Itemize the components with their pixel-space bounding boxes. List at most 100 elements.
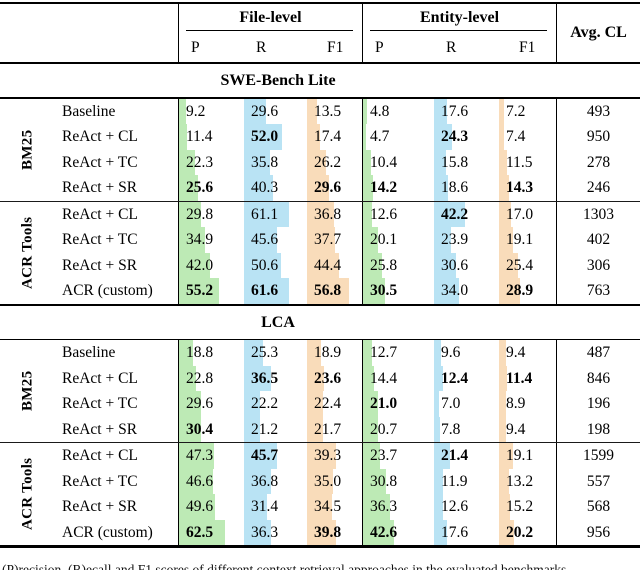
row-label: ACR (custom) <box>62 523 153 541</box>
metric-value: 34.0 <box>441 282 469 300</box>
metric-value: 42.2 <box>441 205 469 223</box>
column-group-entity-level: Entity-level <box>362 4 556 33</box>
value-bar <box>179 98 186 125</box>
value-bar <box>244 340 263 366</box>
value-bar <box>244 519 271 546</box>
metric-cell: 20.7 <box>362 416 434 443</box>
group-label: BM25 <box>19 129 36 170</box>
metric-cell: 9.6 <box>434 340 499 366</box>
row-label: ReAct + TC <box>62 231 138 249</box>
metric-cell: 29.6 <box>178 391 244 417</box>
value-bar <box>363 175 374 201</box>
value-bar <box>499 443 513 469</box>
table-row: Baseline 18.8 25.3 18.9 12.7 9.6 9.4 487 <box>0 340 640 366</box>
metric-cell: 17.6 <box>434 98 499 125</box>
column-header-file-recall: R <box>256 39 267 57</box>
value-bar <box>499 98 505 125</box>
metric-value: 44.4 <box>314 256 342 274</box>
metric-cell: 11.4 <box>499 365 556 392</box>
metric-cell: 31.4 <box>244 494 307 520</box>
metric-value: 36.5 <box>251 369 279 387</box>
metric-cell: 44.4 <box>307 252 362 279</box>
metric-value: 11.4 <box>186 128 213 146</box>
value-bar <box>179 443 214 469</box>
metric-cell: 36.3 <box>244 519 307 546</box>
metric-cell: 36.5 <box>244 365 307 392</box>
metric-cell: 22.2 <box>244 391 307 417</box>
metric-cell: 30.4 <box>178 416 244 443</box>
value-bar <box>307 519 337 546</box>
group-label: ACR Tools <box>19 458 36 531</box>
metric-cell: 17.6 <box>434 519 499 546</box>
column-header-entity-f1: F1 <box>519 39 536 57</box>
group-label: ACR Tools <box>19 216 36 289</box>
metric-value: 12.7 <box>370 344 398 362</box>
metric-value: 23.6 <box>314 369 342 387</box>
value-bar <box>434 365 444 392</box>
row-label: ReAct + TC <box>62 395 138 413</box>
table-row: ReAct + TC 34.9 45.6 37.7 20.1 23.9 19.1… <box>0 227 640 253</box>
metric-value: 14.3 <box>506 179 534 197</box>
value-bar <box>307 416 323 443</box>
value-bar <box>363 201 373 228</box>
avg-value: 763 <box>556 278 640 304</box>
metric-cell: 17.0 <box>499 201 556 228</box>
value-bar <box>434 278 459 304</box>
metric-cell: 29.6 <box>244 98 307 125</box>
table-row: ReAct + CL 47.3 45.7 39.3 23.7 21.4 19.1… <box>0 443 640 469</box>
table-row: ACR (custom) 55.2 61.6 56.8 30.5 34.0 28… <box>0 278 640 304</box>
table-row: ReAct + CL 11.4 52.0 17.4 4.7 24.3 7.4 9… <box>0 124 640 150</box>
metric-value: 35.0 <box>314 472 342 490</box>
metric-value: 7.0 <box>441 395 461 413</box>
table-row: ReAct + SR 25.6 40.3 29.6 14.2 18.6 14.3… <box>0 175 640 201</box>
metric-value: 36.8 <box>251 472 279 490</box>
table-row: ReAct + SR 30.4 21.2 21.7 20.7 7.8 9.4 1… <box>0 416 640 443</box>
row-group: ACR Tools ReAct + CL 29.8 61.1 36.8 12.6… <box>0 201 640 304</box>
metric-value: 55.2 <box>186 282 214 300</box>
metric-value: 61.1 <box>251 205 279 223</box>
value-bar <box>244 468 271 495</box>
metric-cell: 15.8 <box>434 149 499 176</box>
metric-cell: 47.3 <box>178 443 244 469</box>
metric-cell: 11.5 <box>499 149 556 176</box>
avg-value: 493 <box>556 98 640 125</box>
metric-cell: 13.5 <box>307 98 362 125</box>
value-bar <box>499 252 518 279</box>
metric-cell: 24.3 <box>434 124 499 150</box>
value-bar <box>179 227 205 253</box>
metric-value: 11.4 <box>506 369 533 387</box>
avg-value: 306 <box>556 252 640 279</box>
metric-value: 4.7 <box>370 128 390 146</box>
metric-value: 23.7 <box>370 447 398 465</box>
value-bar <box>244 391 261 417</box>
metric-value: 19.1 <box>506 231 534 249</box>
metric-value: 49.6 <box>186 498 214 516</box>
metric-cell: 23.7 <box>362 443 434 469</box>
metric-value: 18.8 <box>186 344 214 362</box>
metric-value: 8.9 <box>506 395 526 413</box>
metric-cell: 13.2 <box>499 468 556 495</box>
metric-value: 45.7 <box>251 447 279 465</box>
value-bar <box>363 391 379 417</box>
value-bar <box>244 252 281 279</box>
value-bar <box>363 149 371 176</box>
table-row: ReAct + TC 22.3 35.8 26.2 10.4 15.8 11.5… <box>0 149 640 176</box>
avg-value: 846 <box>556 365 640 392</box>
avg-value: 402 <box>556 227 640 253</box>
value-bar <box>179 391 201 417</box>
metric-value: 34.9 <box>186 231 214 249</box>
metric-cell: 30.5 <box>362 278 434 304</box>
metric-cell: 20.1 <box>362 227 434 253</box>
metric-value: 17.0 <box>506 205 534 223</box>
metric-value: 21.4 <box>441 447 469 465</box>
metric-value: 37.7 <box>314 231 342 249</box>
metric-cell: 15.2 <box>499 494 556 520</box>
metric-value: 15.2 <box>506 498 534 516</box>
value-bar <box>499 340 506 366</box>
metric-cell: 28.9 <box>499 278 556 304</box>
group-label: BM25 <box>19 371 36 412</box>
metric-value: 9.4 <box>506 344 526 362</box>
metric-cell: 42.6 <box>362 519 434 546</box>
metric-value: 29.6 <box>251 102 279 120</box>
value-bar <box>307 252 340 279</box>
